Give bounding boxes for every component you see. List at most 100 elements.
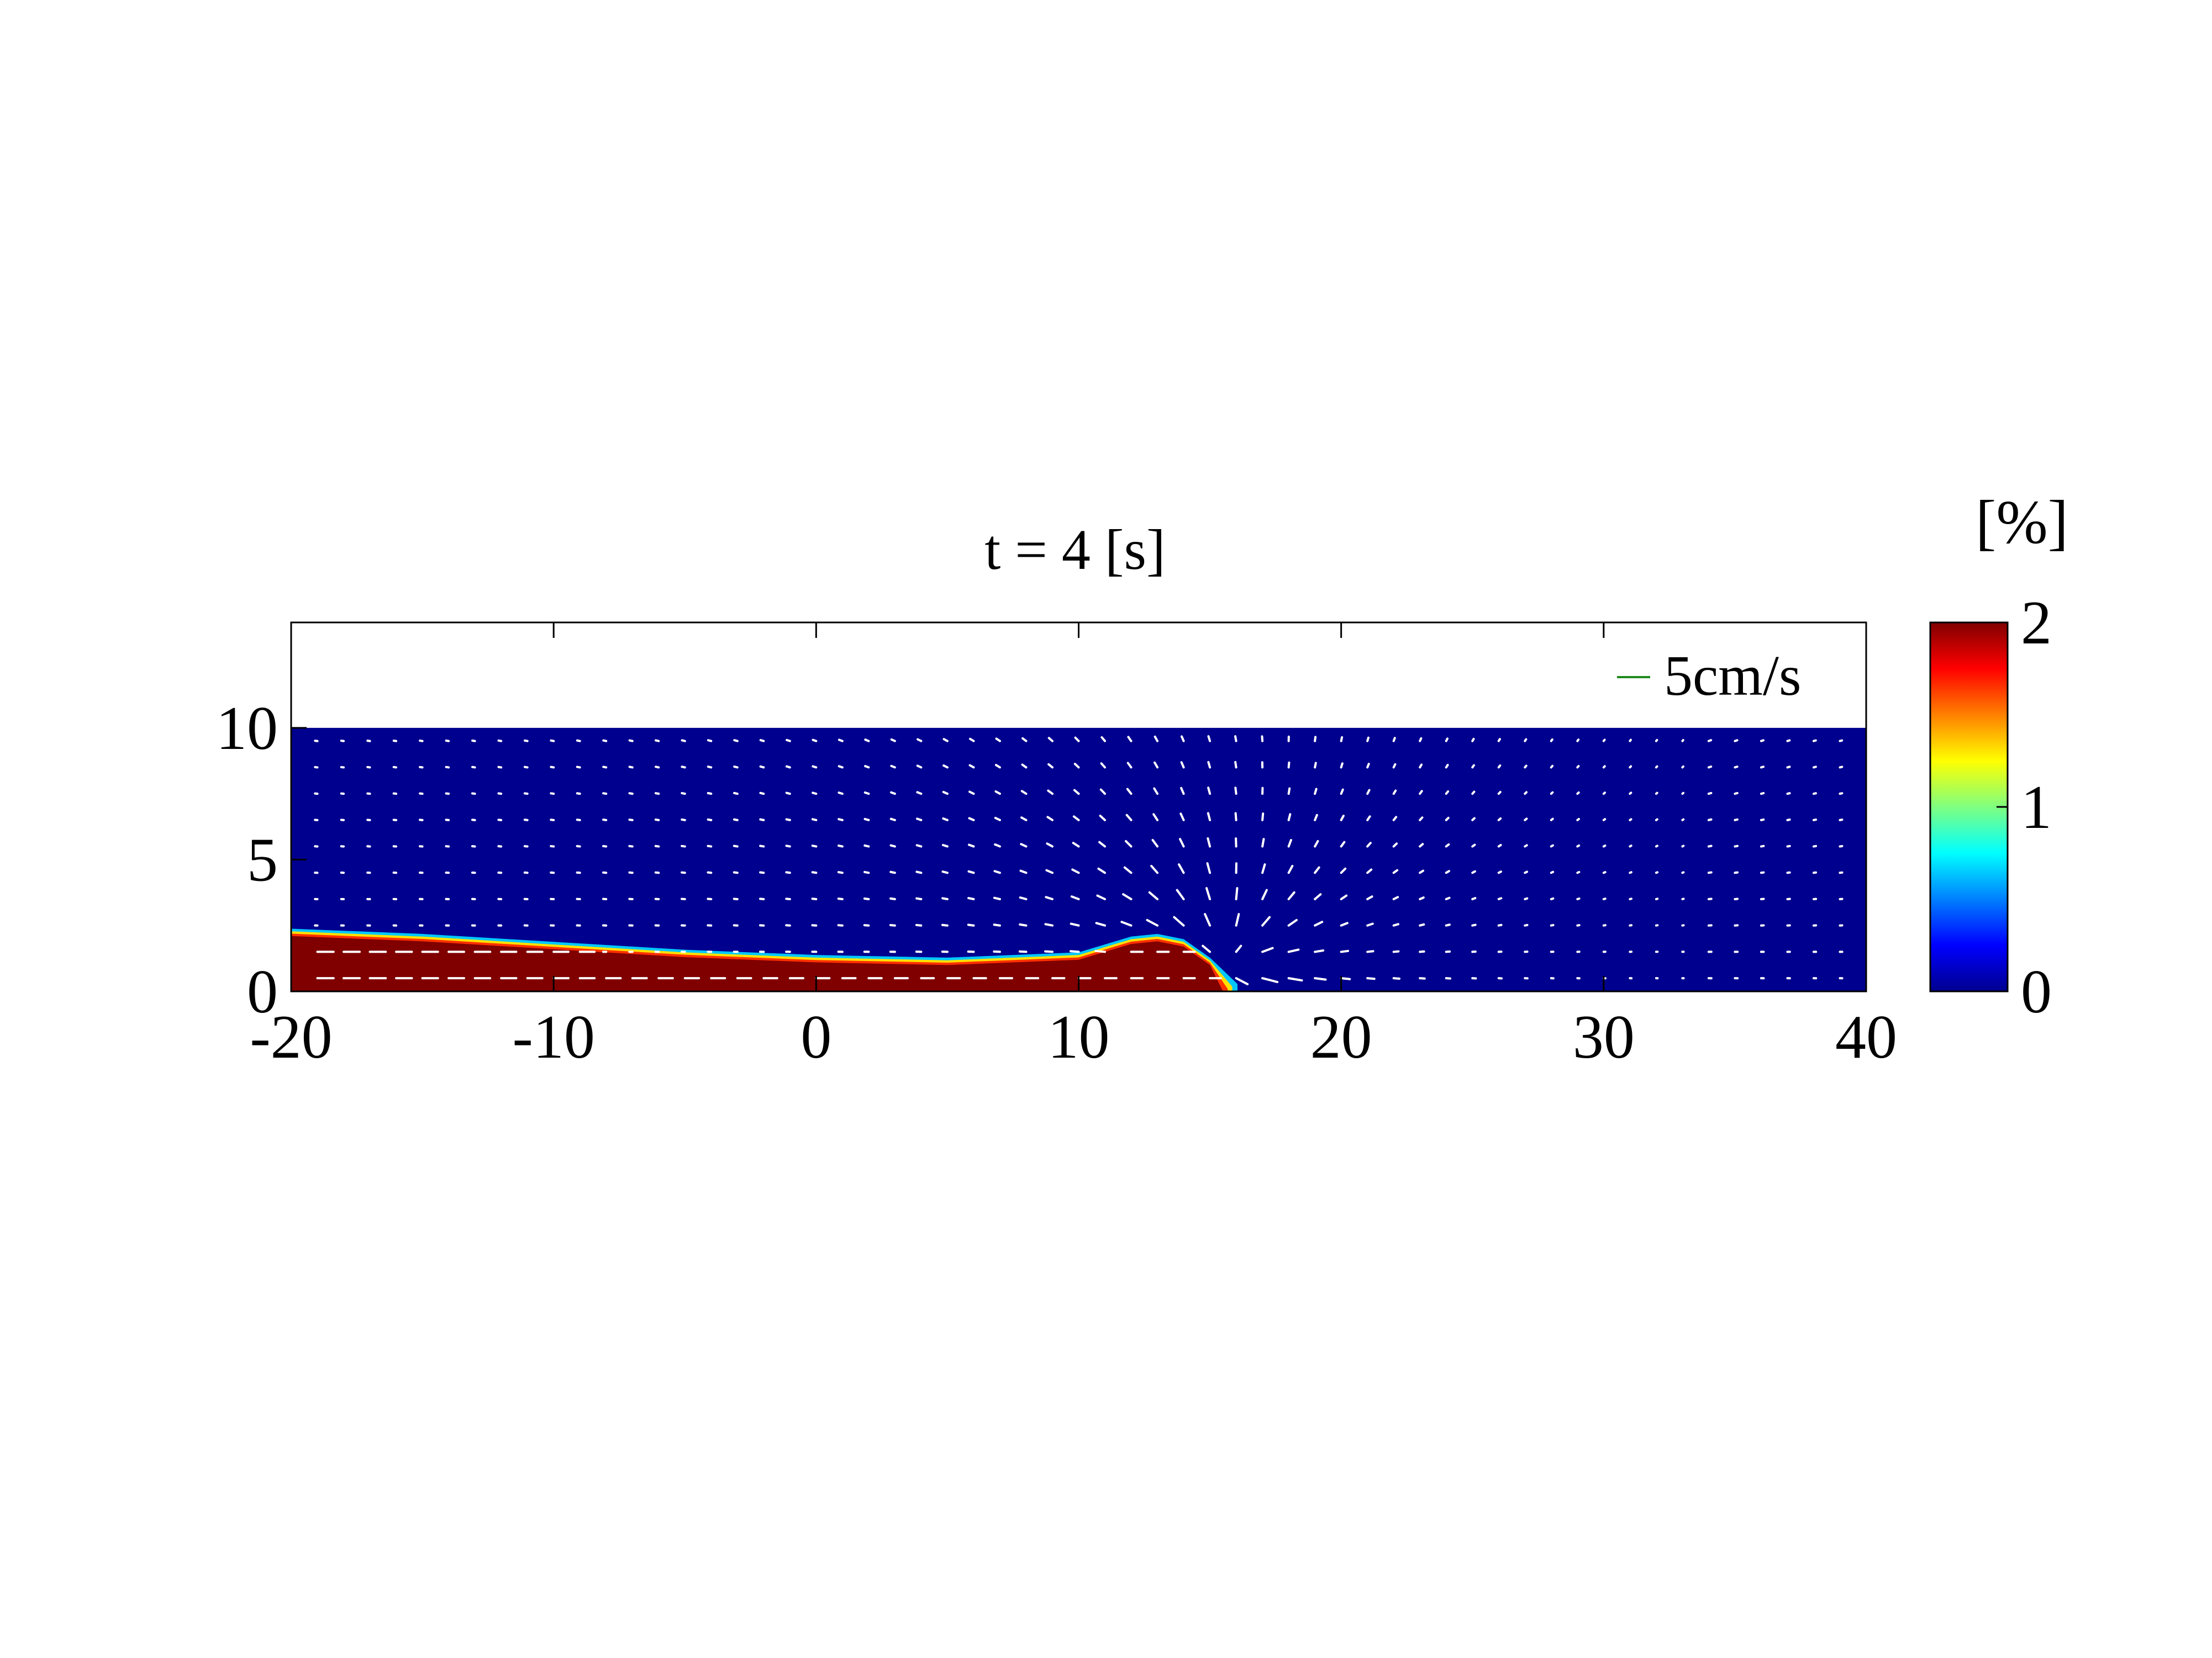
velocity-vector [812,791,818,795]
velocity-vector [993,896,1001,900]
velocity-vector [733,844,739,848]
velocity-vector [1206,862,1212,874]
velocity-vector [1207,735,1212,742]
velocity-vector [863,870,870,874]
velocity-vector [1097,867,1107,874]
velocity-vector [1094,949,1107,953]
velocity-vector [1681,844,1685,848]
velocity-vector [1576,924,1581,927]
velocity-vector [968,843,975,848]
velocity-vector [523,792,529,795]
velocity-vector [1497,844,1502,848]
velocity-vector [1314,788,1318,795]
velocity-vector [1207,837,1212,848]
velocity-vector [654,792,660,795]
velocity-vector [1020,790,1028,795]
colorbar: [%] 0 1 2 [1929,488,2068,1026]
velocity-vector [1261,889,1268,900]
velocity-vector [1419,896,1425,900]
velocity-vector [1734,844,1739,848]
velocity-vector [1471,817,1476,821]
x-tick-label: 20 [1310,1003,1372,1071]
velocity-vector [1207,786,1212,795]
colorbar-tick-label: 2 [2021,589,2052,657]
velocity-vector [1046,816,1054,821]
velocity-vector [1235,977,1249,985]
velocity-vector [1261,863,1266,874]
velocity-vector [1340,762,1344,769]
velocity-vector [1707,791,1713,795]
velocity-vector [654,844,660,848]
velocity-vector [889,870,896,874]
velocity-vector [1681,871,1685,874]
velocity-vector [1576,844,1581,848]
velocity-vector [1287,839,1292,848]
velocity-vector [1576,738,1580,742]
velocity-vector [1340,841,1346,848]
velocity-vector [1099,815,1107,821]
velocity-vector [1392,923,1399,927]
velocity-vector [1445,790,1450,795]
velocity-vector [811,818,818,821]
velocity-vector [1550,844,1554,848]
velocity-vector [1366,763,1370,769]
velocity-vector [707,739,713,742]
velocity-vector [366,765,371,769]
velocity-vector [1123,866,1133,874]
velocity-vector [1471,737,1475,742]
velocity-vector [550,765,555,769]
velocity-vector [1419,763,1423,769]
velocity-vector [1550,738,1553,742]
velocity-vector [941,844,949,848]
velocity-vector [941,897,949,900]
velocity-vector [1069,950,1080,953]
velocity-vector [1073,789,1080,795]
velocity-vector [1445,843,1450,848]
colorbar-tick-label: 1 [2021,773,2052,842]
velocity-vector [1314,893,1322,900]
velocity-vector [1045,869,1054,874]
velocity-vector [1261,812,1265,821]
velocity-vectors [314,735,1844,985]
velocity-vector [1655,765,1658,769]
velocity-vector [759,739,765,742]
velocity-vector [1127,736,1133,742]
velocity-vector [1366,950,1374,953]
velocity-vector [1261,977,1279,984]
velocity-vector [1419,843,1424,848]
velocity-vector [1100,762,1107,769]
velocity-vector [1314,839,1319,848]
velocity-vector [1124,839,1133,848]
velocity-vector [1524,738,1528,742]
velocity-vector [1235,944,1242,953]
velocity-vector [1602,924,1607,927]
velocity-vector [1419,790,1423,795]
velocity-vector [1019,896,1028,900]
x-tick-label: -20 [250,1003,332,1071]
velocity-vector [863,791,870,795]
velocity-vector [1287,948,1300,953]
velocity-vector [733,791,739,795]
velocity-vector [1366,789,1371,795]
velocity-vector [681,792,686,795]
velocity-vector [890,791,896,795]
velocity-vector [1839,765,1844,769]
velocity-vector [1602,738,1606,742]
velocity-vector [994,764,1001,769]
velocity-vector [1314,977,1327,981]
velocity-vector [1734,791,1739,795]
velocity-vector [1602,791,1607,795]
velocity-vector [1629,765,1632,769]
velocity-vector [1207,761,1212,769]
velocity-vector [1681,791,1685,795]
velocity-vector [968,817,975,821]
velocity-vector [1419,977,1426,980]
velocity-vector [1760,792,1765,795]
velocity-vector [1340,867,1347,874]
velocity-vector [1204,913,1212,927]
velocity-vector [1366,815,1371,821]
velocity-vector [1047,737,1054,742]
velocity-vector [994,843,1001,848]
velocity-vector [1392,789,1397,795]
velocity-vector [837,924,844,927]
